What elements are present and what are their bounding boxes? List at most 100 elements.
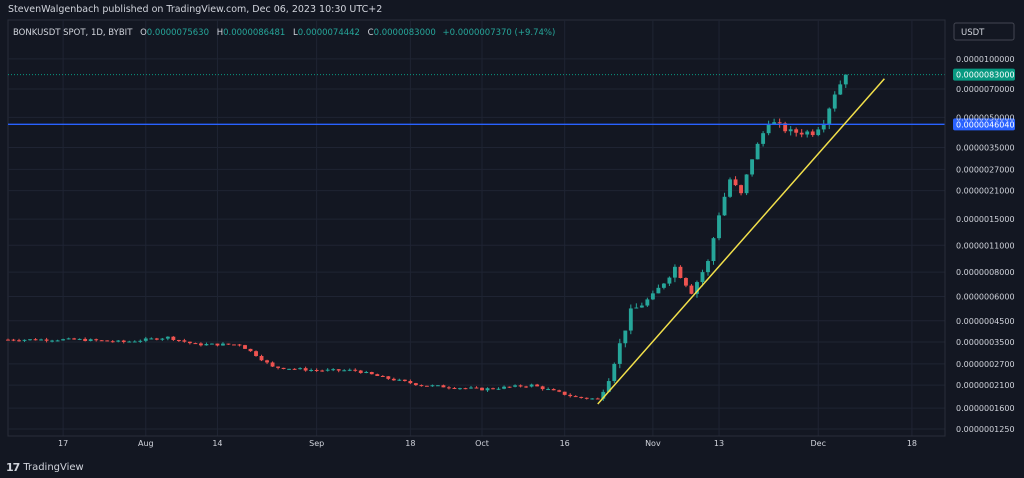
candle-body [171,336,176,340]
plot-frame [7,19,946,437]
y-tick-label: 0.0000001600 [956,404,1015,413]
candle-body [419,385,424,387]
candle-body [595,398,600,400]
candle-body [469,387,473,389]
candle-body [198,343,203,346]
candle-body [810,131,815,136]
candle-body [276,366,281,368]
candle-body [739,185,743,194]
candle-body [628,308,633,331]
candle-body [557,390,562,392]
candle-body [474,387,479,389]
candle-body [165,336,170,339]
candle-body [226,343,231,345]
candle-body [634,307,639,309]
x-tick-label: Sep [309,439,324,448]
y-tick-label: 0.0000003500 [956,338,1015,347]
publish-info: StevenWalgenbach published on TradingVie… [8,4,383,15]
candle-body [221,343,225,346]
svg-text:BONKUSDT SPOT, 1D, BYBIT: BONKUSDT SPOT, 1D, BYBIT O0.0000075630 H… [13,28,555,38]
candle-body [656,287,661,294]
candle-body [353,369,358,371]
candle-body [700,272,705,283]
candle-body [816,129,821,136]
x-tick-label: Aug [138,439,154,448]
candle-body [215,343,220,346]
y-tick-label: 0.0000004500 [956,317,1015,326]
candle-body [821,124,826,130]
legend-o-label: O [140,28,147,38]
x-tick-label: 14 [212,439,222,448]
candle-body [452,387,457,389]
legend-symbol: BONKUSDT SPOT, 1D, BYBIT [13,28,133,38]
candle-body [639,305,644,308]
candle-body [127,341,132,343]
candle-body [540,386,545,390]
candle-body [132,341,137,343]
candle-body [143,338,148,341]
candle-body [722,196,727,216]
tradingview-label: TradingView [23,461,84,473]
candle-body [66,338,71,340]
candle-body [408,381,413,384]
candle-body [579,396,584,398]
y-tick-label: 0.0000021000 [956,187,1015,196]
legend-change: +0.0000007370 (+9.74%) [443,28,556,38]
candle-body [761,133,766,144]
candle-body [562,391,567,395]
candle-body [116,340,121,342]
candle-body [303,368,308,371]
candles [6,74,848,401]
ohlc-legend: BONKUSDT SPOT, 1D, BYBIT O0.0000075630 H… [13,28,555,38]
candle-body [766,124,771,134]
candle-body [44,339,49,341]
x-tick-label: 16 [560,439,570,448]
candle-body [496,388,501,390]
candle-body [380,375,385,377]
candle-body [617,343,622,364]
y-tick-label: 0.0000008000 [956,268,1015,277]
candle-body [61,339,66,341]
legend-low: 0.0000074442 [298,28,360,38]
candle-body [733,179,738,186]
axes: 0.00001000000.00000700000.00000500000.00… [8,20,1015,448]
support-price-badge [953,118,1015,131]
candle-body [204,344,209,346]
legend-c-label: C [368,28,374,38]
candle-body [706,261,710,273]
candle-body [50,340,55,342]
x-tick-label: Nov [645,439,661,448]
candle-body [397,379,402,381]
candle-body [391,378,396,381]
candle-body [524,386,529,388]
support-price-label: 0.0000046040 [956,120,1015,129]
x-tick-label: Oct [475,439,489,448]
candle-body [369,371,374,375]
candle-body [22,339,27,341]
candle-body [435,385,440,387]
candle-body [99,340,104,342]
y-tick-label: 0.0000002100 [956,381,1015,390]
candle-body [838,84,843,95]
candle-body [77,338,82,340]
candle-body [744,174,749,194]
candle-body [259,356,264,361]
candle-body [176,339,181,341]
candle-body [402,379,407,382]
candle-body [110,341,115,343]
currency-badge[interactable]: USDT [953,22,1015,41]
candle-body [678,266,683,279]
candle-body [94,339,99,341]
candle-body [689,285,694,294]
candle-body [375,374,380,376]
overlays: 0.0000046040 0.0000083000 [8,68,1015,405]
candle-body [138,340,143,342]
candle-body [513,385,518,387]
candle-body [298,368,303,370]
candle-body [154,338,159,340]
x-tick-label: Dec [810,439,825,448]
candle-body [463,388,468,390]
candle-body [573,396,578,398]
candle-body [28,339,32,341]
